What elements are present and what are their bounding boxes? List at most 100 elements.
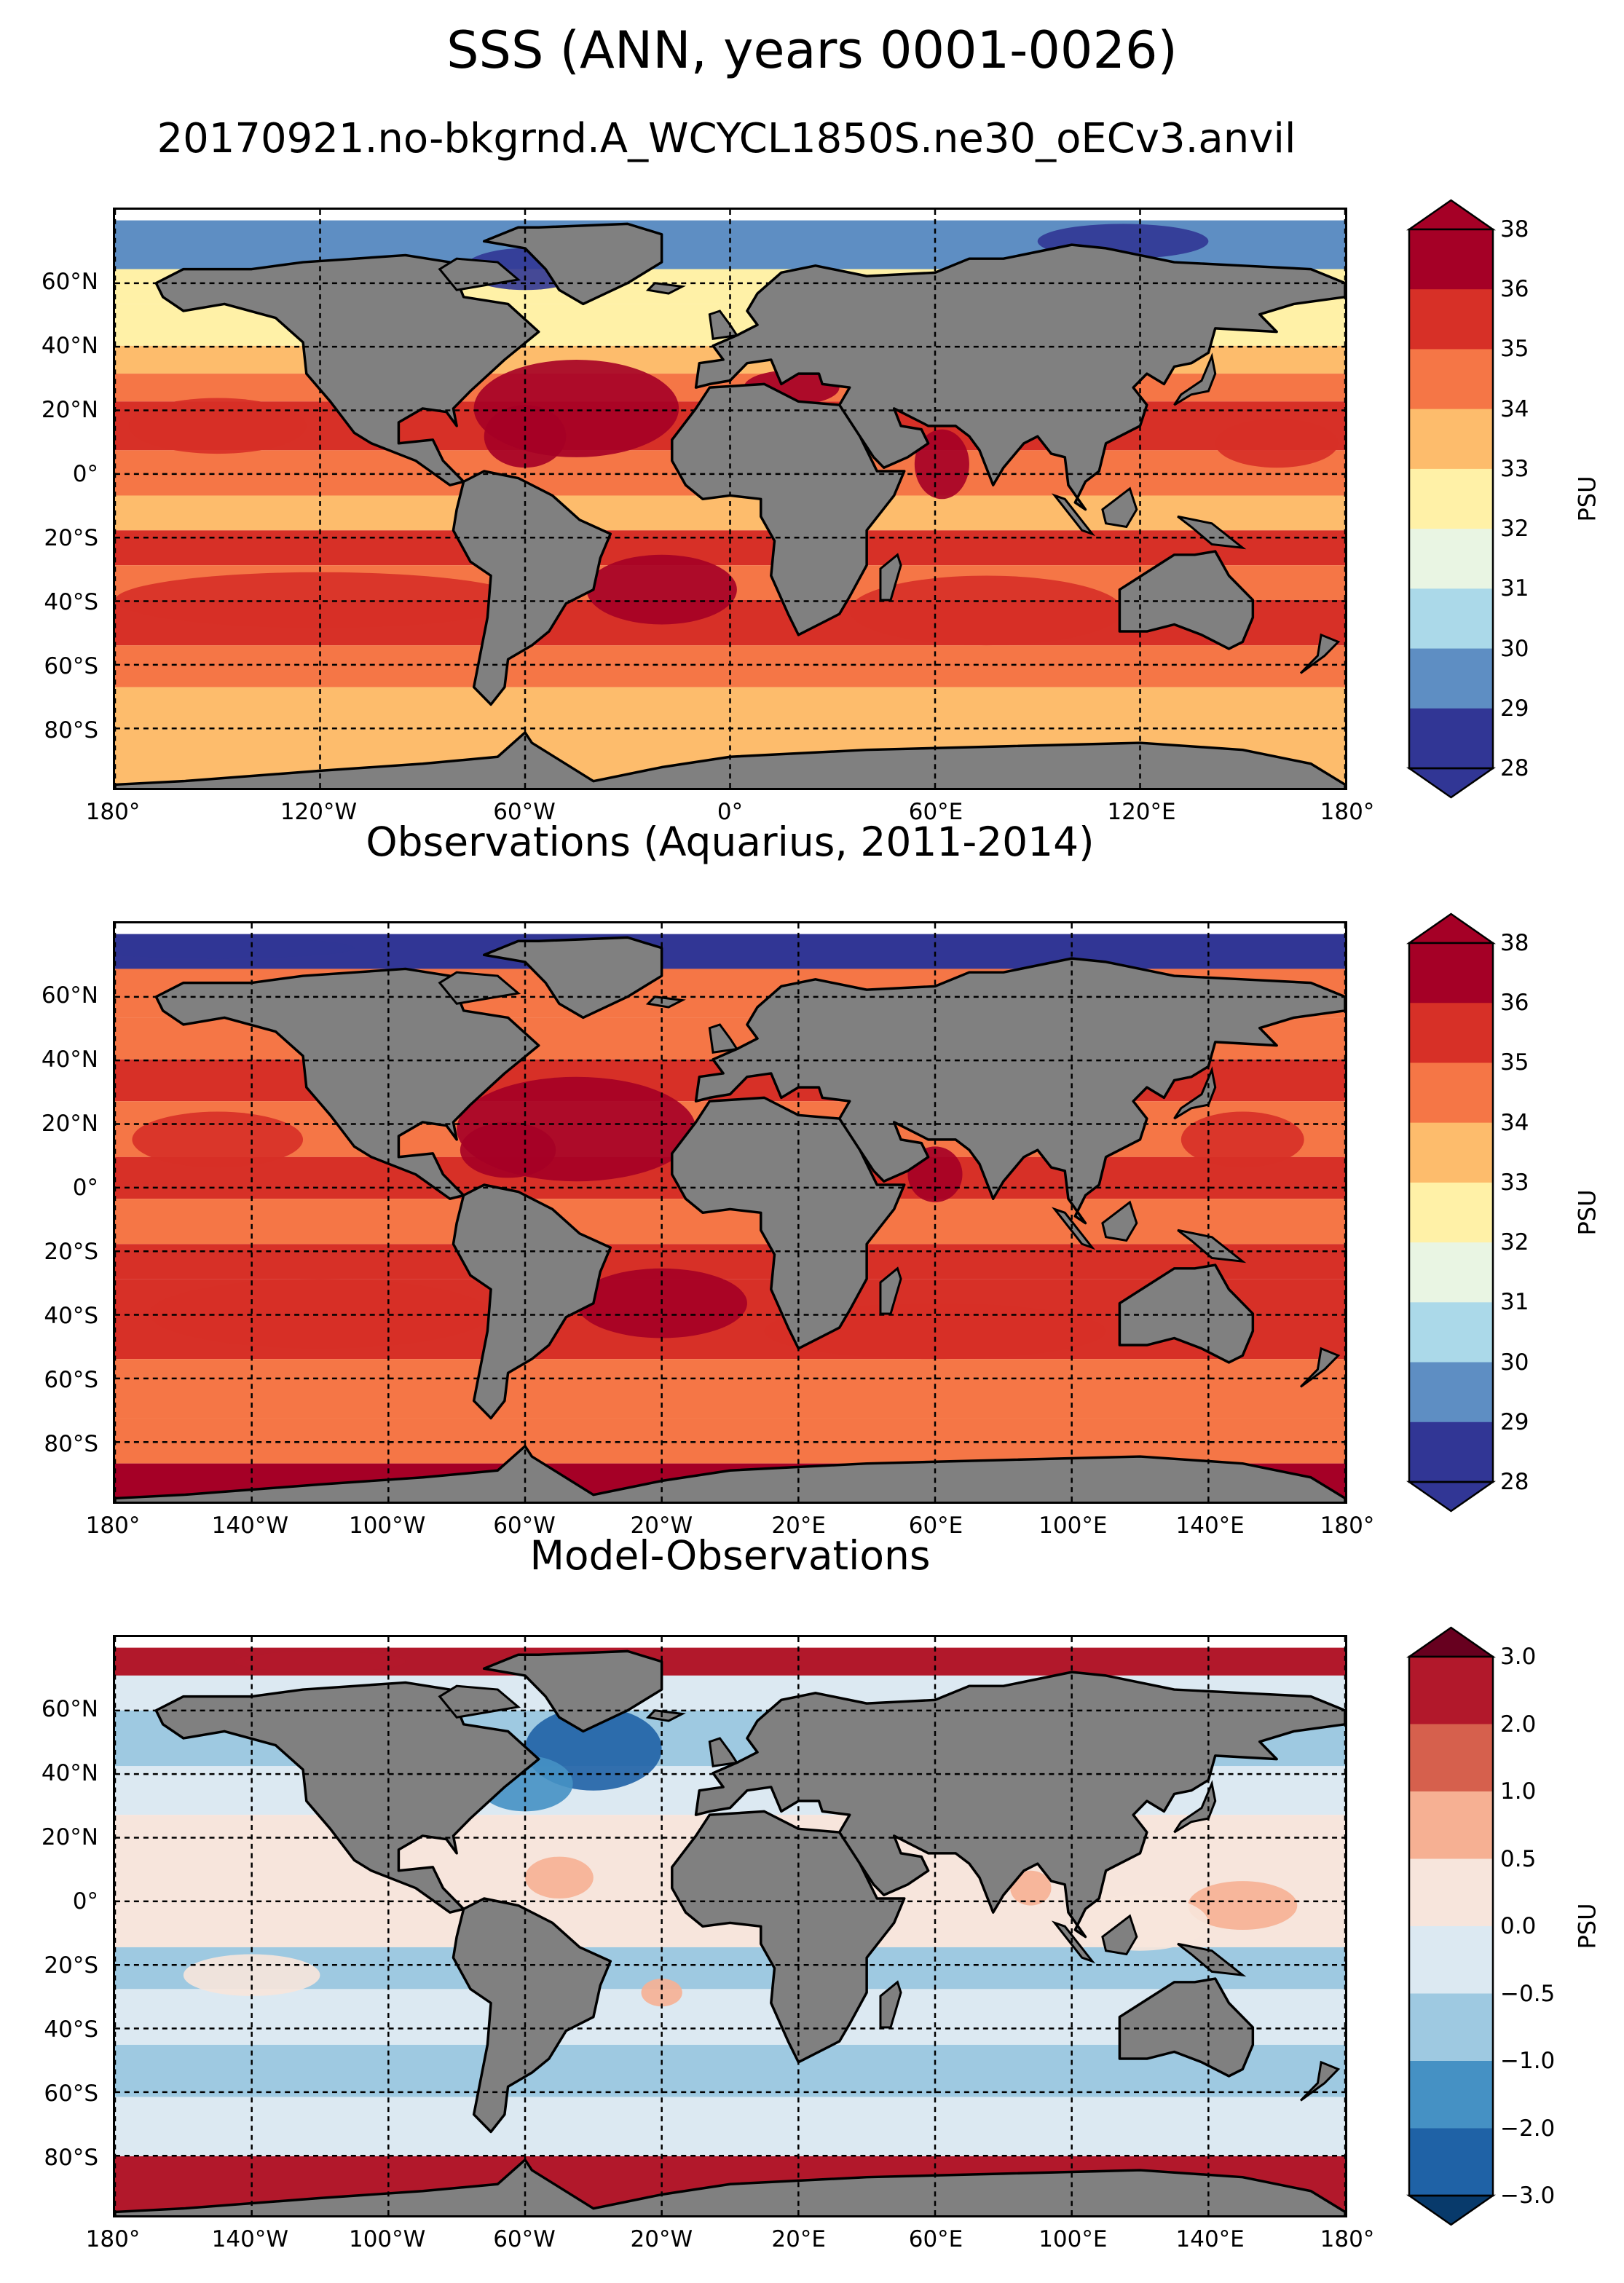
land-south-america [452, 470, 612, 706]
colorbar-under-triangle [1406, 1480, 1496, 1513]
lat-tick-label: 20°N [41, 1823, 98, 1850]
lat-tick-label: 60°S [44, 1366, 98, 1393]
colorbar-segment [1409, 1302, 1493, 1363]
lon-tick-label: 120°W [280, 799, 358, 825]
colorbar-segment [1409, 229, 1493, 290]
lon-tick-label: 20°W [630, 1513, 693, 1539]
lon-tick-label: 140°E [1175, 1513, 1245, 1539]
lat-tick-label: 40°N [41, 1759, 98, 1786]
salinity-anomaly-patch [914, 429, 969, 500]
land-australia [1118, 1263, 1255, 1364]
lat-tick-label: 60°S [44, 652, 98, 679]
colorbar-model [1406, 199, 1496, 799]
salinity-anomaly-patch [849, 575, 1124, 646]
lon-tick-label: 140°W [211, 2226, 288, 2252]
colorbar-obs [1406, 912, 1496, 1513]
colorbar-segment [1409, 1122, 1493, 1183]
salinity-anomaly-patch [132, 1111, 304, 1168]
lat-tick-label: 0° [72, 460, 98, 487]
colorbar-segment [1409, 1422, 1493, 1483]
map-diff [113, 1635, 1347, 2217]
salinity-anomaly-patch [115, 937, 355, 959]
colorbar-tick-label: 35 [1500, 336, 1529, 363]
lat-tick-label: 20°S [44, 1238, 98, 1265]
lon-tick-label: 60°W [493, 799, 556, 825]
lat-tick-label: 20°N [41, 396, 98, 423]
map-canvas-diff [115, 1637, 1345, 2215]
lat-tick-label: 40°S [44, 1302, 98, 1329]
island-madagascar [879, 1980, 902, 2029]
colorbar-tick-label: 1.0 [1500, 1778, 1537, 1805]
colorbar-segment [1409, 2128, 1493, 2196]
map-canvas-model [115, 210, 1345, 788]
lat-tick-label: 40°N [41, 1046, 98, 1073]
colorbar-tick-label: 28 [1500, 755, 1529, 781]
map-model [113, 208, 1347, 790]
lon-tick-label: 60°W [493, 2226, 556, 2252]
lon-tick-label: 60°E [908, 2226, 963, 2252]
island-britain [708, 1023, 739, 1054]
colorbar-tick-label: 38 [1500, 216, 1529, 243]
island-britain [708, 309, 739, 340]
lon-tick-label: 60°W [493, 1513, 556, 1539]
colorbar-tick-label: −1.0 [1500, 2048, 1556, 2074]
island-madagascar [879, 1266, 902, 1315]
lat-tick-label: 60°N [41, 268, 98, 295]
lon-tick-label: 100°W [348, 2226, 426, 2252]
island-new-guinea [1177, 1942, 1247, 1977]
land-antarctica [115, 2158, 1345, 2215]
colorbar-segment [1409, 1724, 1493, 1792]
colorbar-tick-label: 34 [1500, 1109, 1529, 1136]
lat-tick-label: 60°N [41, 982, 98, 1009]
island-baffin [438, 1684, 521, 1719]
salinity-anomaly-patch [586, 554, 737, 625]
panel-title-diff: Model-Observations [529, 1532, 931, 1579]
island-baffin [438, 257, 521, 291]
salinity-anomaly-patch [460, 1121, 556, 1178]
colorbar-under-triangle [1406, 2194, 1496, 2226]
colorbar-unit-label: PSU [1573, 1903, 1601, 1949]
salinity-anomaly-patch [1180, 1111, 1304, 1168]
land-eurasia [694, 957, 1345, 1225]
salinity-anomaly-patch [1215, 419, 1339, 468]
island-iceland [645, 282, 686, 295]
lon-tick-label: 180° [85, 2226, 141, 2252]
lat-tick-label: 0° [72, 1888, 98, 1915]
colorbar-tick-label: 2.0 [1500, 1711, 1537, 1738]
colorbar-tick-label: 34 [1500, 395, 1529, 422]
colorbar-tick-label: 31 [1500, 1289, 1529, 1316]
ocean-band [115, 1244, 1345, 1279]
colorbar-tick-label: 29 [1500, 1408, 1529, 1435]
colorbar-segment [1409, 1657, 1493, 1724]
lon-tick-label: 180° [1320, 799, 1375, 825]
colorbar-tick-label: 35 [1500, 1049, 1529, 1076]
colorbar-unit-label: PSU [1573, 476, 1601, 522]
colorbar-over-triangle [1406, 912, 1496, 945]
colorbar-segment [1409, 1993, 1493, 2062]
colorbar-tick-label: −3.0 [1500, 2183, 1556, 2209]
colorbar-segment [1409, 409, 1493, 470]
island-new-guinea [1177, 1229, 1247, 1263]
colorbar-diff [1406, 1626, 1496, 2226]
colorbar-tick-label: 38 [1500, 930, 1529, 956]
island-new-zealand [1299, 633, 1341, 674]
colorbar-segment [1409, 1791, 1493, 1859]
island-new-zealand [1299, 2060, 1341, 2102]
lon-tick-label: 120°E [1107, 799, 1176, 825]
colorbar-segment [1409, 1858, 1493, 1927]
lat-tick-label: 0° [72, 1174, 98, 1201]
island-iceland [645, 995, 686, 1009]
colorbar-tick-label: 3.0 [1500, 1644, 1537, 1670]
colorbar-tick-label: 28 [1500, 1469, 1529, 1495]
lat-tick-label: 60°N [41, 1695, 98, 1722]
land-africa [671, 1810, 906, 2064]
colorbar-tick-label: 32 [1500, 516, 1529, 543]
colorbar-tick-label: 36 [1500, 276, 1529, 303]
island-new-zealand [1299, 1346, 1341, 1388]
island-borneo [1101, 1200, 1138, 1242]
island-japan [1173, 1780, 1217, 1834]
lon-tick-label: 140°E [1175, 2226, 1245, 2252]
lon-tick-label: 140°W [211, 1513, 288, 1539]
island-borneo [1101, 1914, 1138, 1956]
land-australia [1118, 550, 1255, 650]
